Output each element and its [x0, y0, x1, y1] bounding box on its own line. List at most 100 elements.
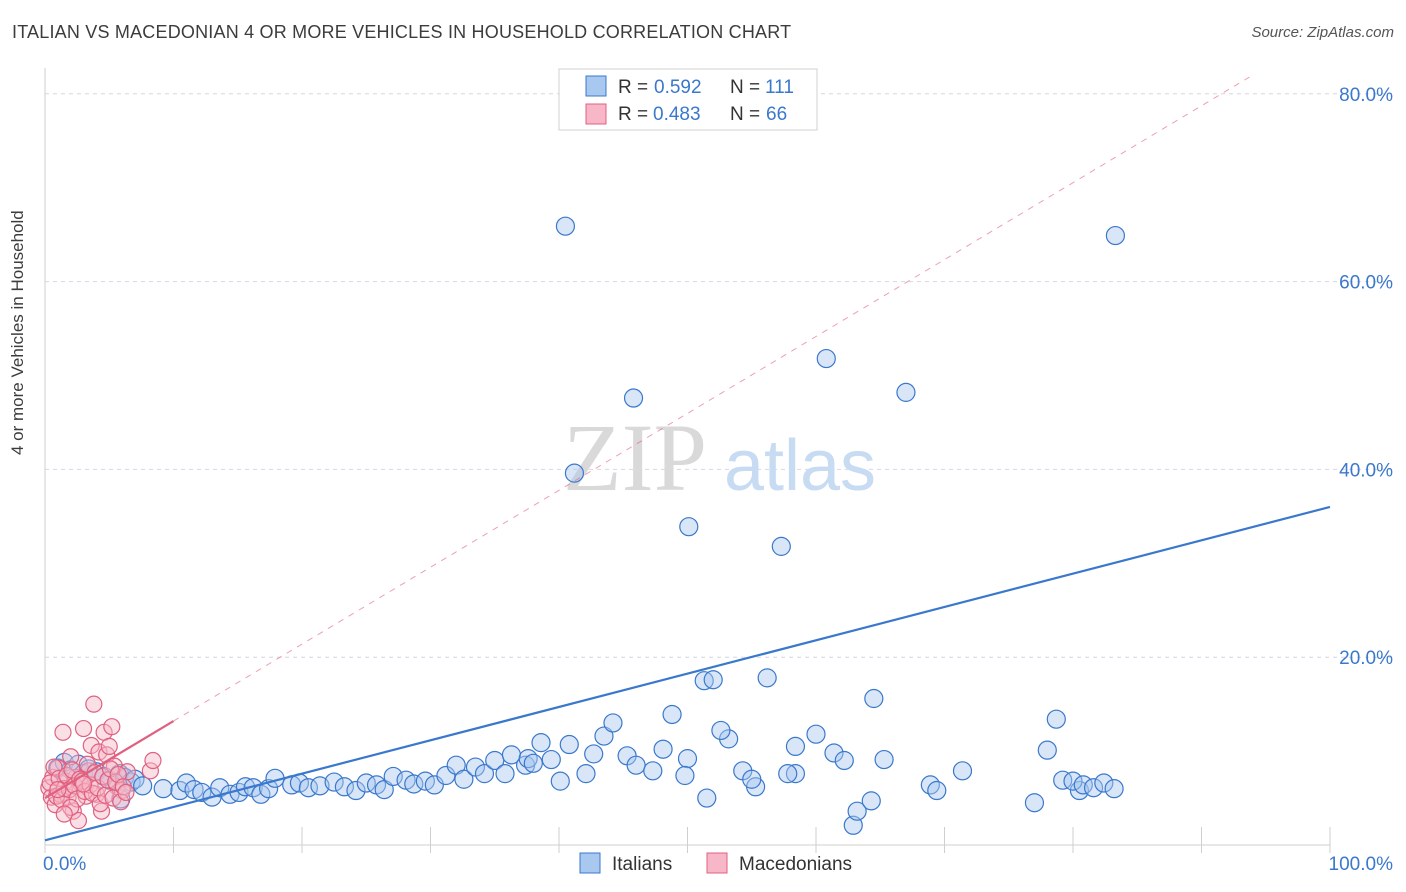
data-point — [1104, 779, 1124, 799]
data-point — [711, 720, 731, 741]
data-point — [1053, 770, 1073, 790]
data-point — [55, 805, 73, 823]
data-point — [952, 761, 973, 781]
watermark-atlas: atlas — [724, 426, 876, 506]
data-point — [184, 779, 204, 800]
y-axis-label: 4 or more Vehicles in Household — [8, 210, 27, 455]
data-point — [896, 382, 916, 402]
data-point — [785, 764, 806, 784]
legend-macedonians-swatch[interactable] — [706, 852, 728, 874]
data-point — [679, 517, 699, 537]
data-point — [662, 704, 682, 725]
data-point — [192, 782, 212, 803]
series-legend: Italians Macedonians — [579, 852, 852, 875]
data-point — [74, 719, 93, 738]
data-point — [626, 755, 646, 775]
source-credit: Source: ZipAtlas.com — [1251, 24, 1394, 41]
data-point — [847, 801, 867, 821]
watermark-zip: ZIP — [563, 404, 707, 511]
data-point — [176, 773, 196, 793]
data-point — [623, 388, 644, 408]
data-point — [324, 772, 344, 792]
data-point — [675, 765, 695, 786]
data-point — [677, 749, 698, 769]
italians-r-label: R = — [618, 77, 648, 98]
data-point — [404, 774, 424, 794]
trend-line-italians-solid — [44, 505, 1331, 842]
data-point — [1063, 771, 1083, 791]
data-point — [62, 748, 80, 766]
data-point — [785, 736, 806, 757]
data-point — [864, 688, 884, 709]
macedonians-r-label: R = — [618, 104, 648, 125]
y-tick-label: 80.0% — [1339, 85, 1393, 106]
data-point — [861, 791, 881, 811]
data-point — [584, 744, 604, 764]
data-point — [54, 723, 72, 741]
macedonians-n-label: N = — [730, 104, 760, 125]
data-point — [564, 463, 585, 483]
data-point — [806, 724, 826, 744]
x-tick-label: 100.0% — [1329, 854, 1394, 875]
italians-n-value: 111 — [765, 77, 794, 98]
data-point — [771, 536, 791, 556]
data-point — [454, 769, 474, 789]
data-point — [1024, 793, 1045, 813]
legend-italians-swatch[interactable] — [579, 852, 601, 874]
data-point — [144, 751, 162, 770]
data-point — [555, 216, 576, 236]
data-point — [824, 743, 844, 763]
y-tick-label: 20.0% — [1339, 648, 1393, 669]
chart-title: ITALIAN VS MACEDONIAN 4 OR MORE VEHICLES… — [12, 22, 792, 42]
axes — [44, 68, 1331, 853]
italians-swatch — [585, 75, 607, 97]
data-point — [374, 779, 394, 800]
data-point — [594, 726, 614, 746]
data-point — [523, 753, 543, 773]
data-point — [531, 733, 551, 753]
data-point — [927, 780, 947, 801]
data-point — [346, 780, 366, 801]
data-point — [62, 798, 80, 817]
data-point — [550, 771, 570, 791]
data-point — [643, 761, 663, 781]
data-point — [85, 695, 103, 713]
data-point — [1094, 773, 1114, 793]
data-point — [436, 765, 456, 786]
data-point — [310, 776, 330, 796]
data-point — [541, 749, 561, 770]
data-point — [778, 764, 798, 784]
macedonians-swatch — [585, 103, 607, 125]
trend-line-macedonians-solid — [44, 720, 175, 799]
data-point — [1046, 709, 1066, 729]
data-point — [843, 815, 863, 835]
legend-macedonians-label[interactable]: Macedonians — [739, 854, 852, 875]
data-point — [334, 777, 355, 797]
data-point — [170, 780, 190, 801]
data-point — [383, 766, 403, 787]
data-point — [210, 778, 230, 798]
data-point — [559, 734, 579, 755]
x-tick-label: 0.0% — [43, 854, 86, 875]
data-point — [103, 718, 121, 736]
y-tick-label: 40.0% — [1339, 460, 1393, 481]
data-point — [697, 788, 717, 808]
data-point — [1083, 778, 1104, 798]
italians-points — [48, 216, 1126, 835]
data-point — [703, 670, 723, 690]
legend-italians-label[interactable]: Italians — [612, 854, 672, 875]
grid — [45, 93, 1392, 658]
data-point — [133, 776, 153, 796]
data-point — [834, 750, 854, 771]
data-point — [100, 737, 118, 756]
data-point — [69, 811, 88, 830]
macedonians-points — [40, 695, 162, 830]
macedonians-r-value: 0.483 — [653, 104, 701, 125]
data-point — [117, 783, 135, 802]
data-point — [495, 764, 515, 784]
y-tick-label: 60.0% — [1339, 273, 1393, 294]
data-point — [874, 749, 894, 770]
data-point — [1037, 740, 1057, 760]
tick-labels: 20.0% 40.0% 60.0% 80.0% 0.0% 100.0% — [43, 85, 1393, 875]
data-point — [153, 779, 173, 799]
